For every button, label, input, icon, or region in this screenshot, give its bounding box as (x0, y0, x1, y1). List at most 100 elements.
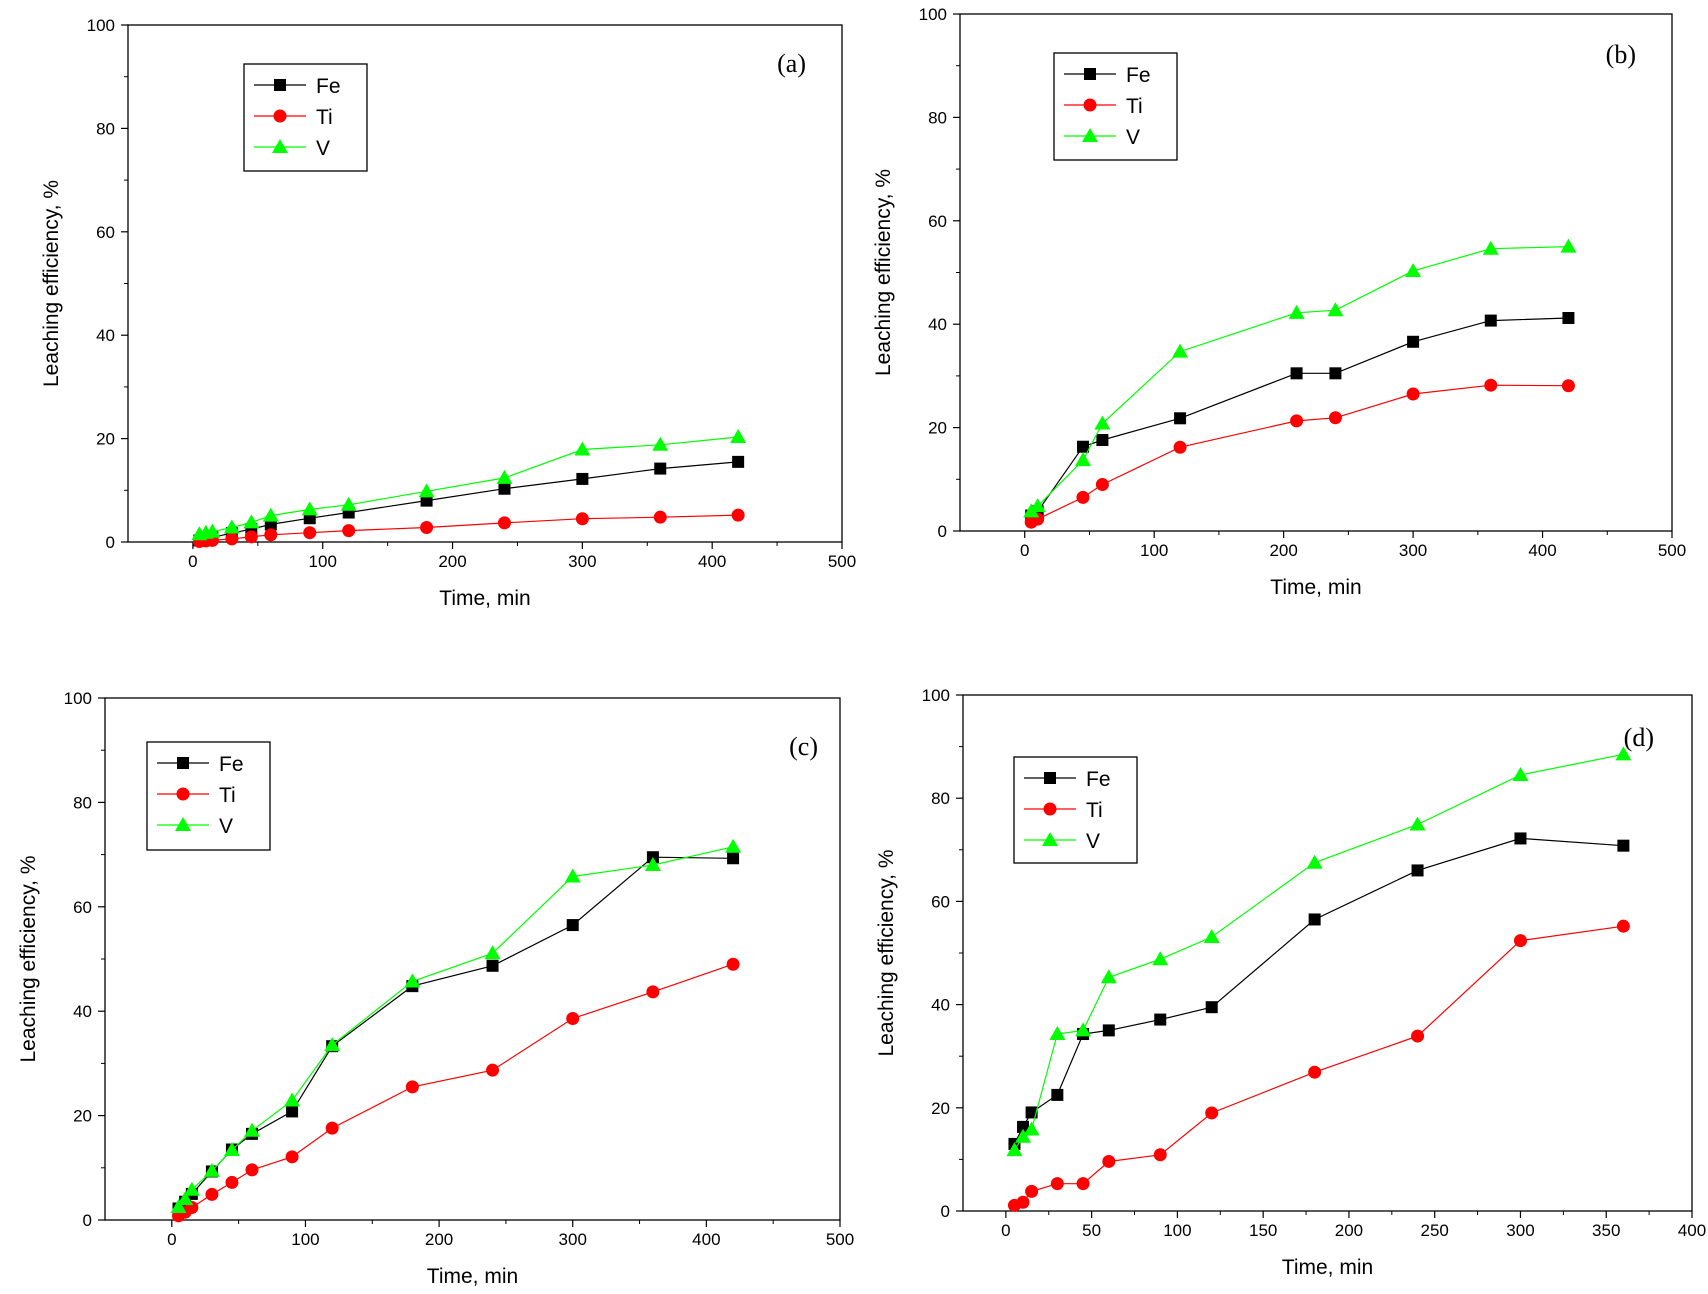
data-point-fe (1411, 864, 1424, 877)
x-tick-label: 400 (698, 552, 726, 571)
x-axis-title: Time, min (427, 1265, 518, 1288)
chart-panel-b: 0 20 40 60 80 100 0 100 200 300 400 500 Time, min Lea… (872, 5, 1686, 599)
data-point-fe (1017, 1120, 1030, 1133)
x-tick-label: 500 (826, 1230, 854, 1249)
y-tick-label: 100 (87, 16, 115, 35)
data-point-fe (286, 1105, 299, 1118)
series-v (1023, 238, 1577, 518)
y-tick-label: 60 (73, 898, 92, 917)
legend-label-fe: Fe (1126, 64, 1151, 87)
data-point-ti (1025, 1184, 1039, 1198)
data-point-fe (1051, 1088, 1064, 1101)
data-point-fe (1617, 839, 1630, 852)
series-ti (1024, 378, 1575, 529)
data-point-v (1023, 1121, 1040, 1136)
data-point-v (1094, 415, 1111, 430)
legend-label-v: V (1126, 126, 1140, 149)
x-axis-title: Time, min (1270, 576, 1361, 599)
y-tick-label: 40 (73, 1002, 92, 1021)
panel-label: (a) (777, 49, 806, 78)
data-point-ti (1513, 934, 1527, 948)
x-tick-label: 0 (1020, 541, 1029, 560)
data-point-ti (486, 1063, 500, 1077)
data-point-ti (225, 1175, 239, 1189)
data-point-fe (1205, 1001, 1218, 1014)
data-point-v (574, 441, 591, 456)
series-ti (1007, 919, 1630, 1212)
legend-marker-ti (176, 787, 190, 801)
x-tick-label: 0 (188, 552, 197, 571)
y-tick-label: 100 (922, 686, 950, 705)
legend: Fe Ti V (146, 741, 271, 851)
data-point-ti (1016, 1195, 1030, 1209)
data-point-fe (1308, 913, 1321, 926)
x-tick-label: 400 (692, 1230, 720, 1249)
y-tick-label: 20 (73, 1107, 92, 1126)
data-point-fe (566, 919, 579, 932)
data-point-ti (264, 528, 278, 542)
legend-label-ti: Ti (1126, 95, 1143, 118)
data-point-ti (1153, 1148, 1167, 1162)
x-tick-label: 200 (1269, 541, 1297, 560)
legend-marker-v (1082, 128, 1098, 142)
legend: Fe Ti V (1013, 756, 1138, 864)
data-point-ti (653, 510, 667, 524)
x-tick-label: 100 (1163, 1221, 1191, 1240)
data-point-ti (1076, 1177, 1090, 1191)
data-point-v (340, 496, 357, 511)
chart-panel-a: 0 20 40 60 80 100 0 100 200 300 400 500 Time, min Lea… (40, 16, 856, 610)
data-point-ti (726, 957, 740, 971)
legend-marker-fe (274, 79, 286, 91)
y-tick-label: 60 (928, 212, 947, 231)
data-point-v (177, 1191, 194, 1206)
x-tick-label: 500 (828, 552, 856, 571)
data-point-ti (575, 512, 589, 526)
data-point-fe (1290, 367, 1303, 380)
data-point-v (1152, 951, 1169, 966)
data-point-ti (731, 508, 745, 522)
x-tick-label: 0 (1001, 1221, 1010, 1240)
data-point-v (1306, 854, 1323, 869)
data-point-v (1288, 304, 1305, 319)
data-point-fe (576, 472, 589, 485)
data-point-fe (1154, 1013, 1167, 1026)
data-point-v (418, 483, 435, 498)
y-tick-label: 80 (931, 789, 950, 808)
y-tick-label: 80 (96, 119, 115, 138)
data-point-fe (1025, 1106, 1038, 1119)
legend-marker-v (272, 139, 288, 153)
x-tick-label: 100 (1140, 541, 1168, 560)
x-tick-label: 50 (1082, 1221, 1101, 1240)
data-point-ti (1102, 1154, 1116, 1168)
data-point-v (301, 501, 318, 516)
x-axis-title: Time, min (439, 587, 530, 610)
x-tick-label: 400 (1528, 541, 1556, 560)
data-point-v (1006, 1142, 1023, 1157)
data-point-fe (1329, 367, 1342, 380)
data-point-v (1100, 969, 1117, 984)
data-point-fe (1562, 311, 1575, 324)
y-tick-label: 0 (83, 1211, 92, 1230)
x-tick-label: 200 (438, 552, 466, 571)
legend-label-fe: Fe (1086, 768, 1111, 791)
data-point-v (203, 1162, 220, 1177)
data-point-fe (420, 494, 433, 507)
data-point-v (725, 838, 742, 853)
y-tick-label: 40 (931, 996, 950, 1015)
data-point-ti (244, 530, 258, 544)
data-point-fe (1096, 434, 1109, 447)
x-tick-label: 300 (1399, 541, 1427, 560)
y-axis-title: Leaching efficiency, % (875, 849, 898, 1056)
series-line-ti (1030, 384, 1569, 523)
series-v (1006, 746, 1632, 1157)
x-tick-label: 300 (568, 552, 596, 571)
y-tick-label: 100 (919, 5, 947, 24)
y-tick-label: 0 (938, 522, 947, 541)
data-point-ti (1561, 379, 1575, 393)
data-point-ti (420, 521, 434, 535)
data-point-v (1615, 746, 1632, 761)
legend-label-v: V (1086, 830, 1100, 853)
data-point-ti (1095, 477, 1109, 491)
y-tick-label: 80 (928, 108, 947, 127)
x-axis-title: Time, min (1282, 1256, 1373, 1279)
